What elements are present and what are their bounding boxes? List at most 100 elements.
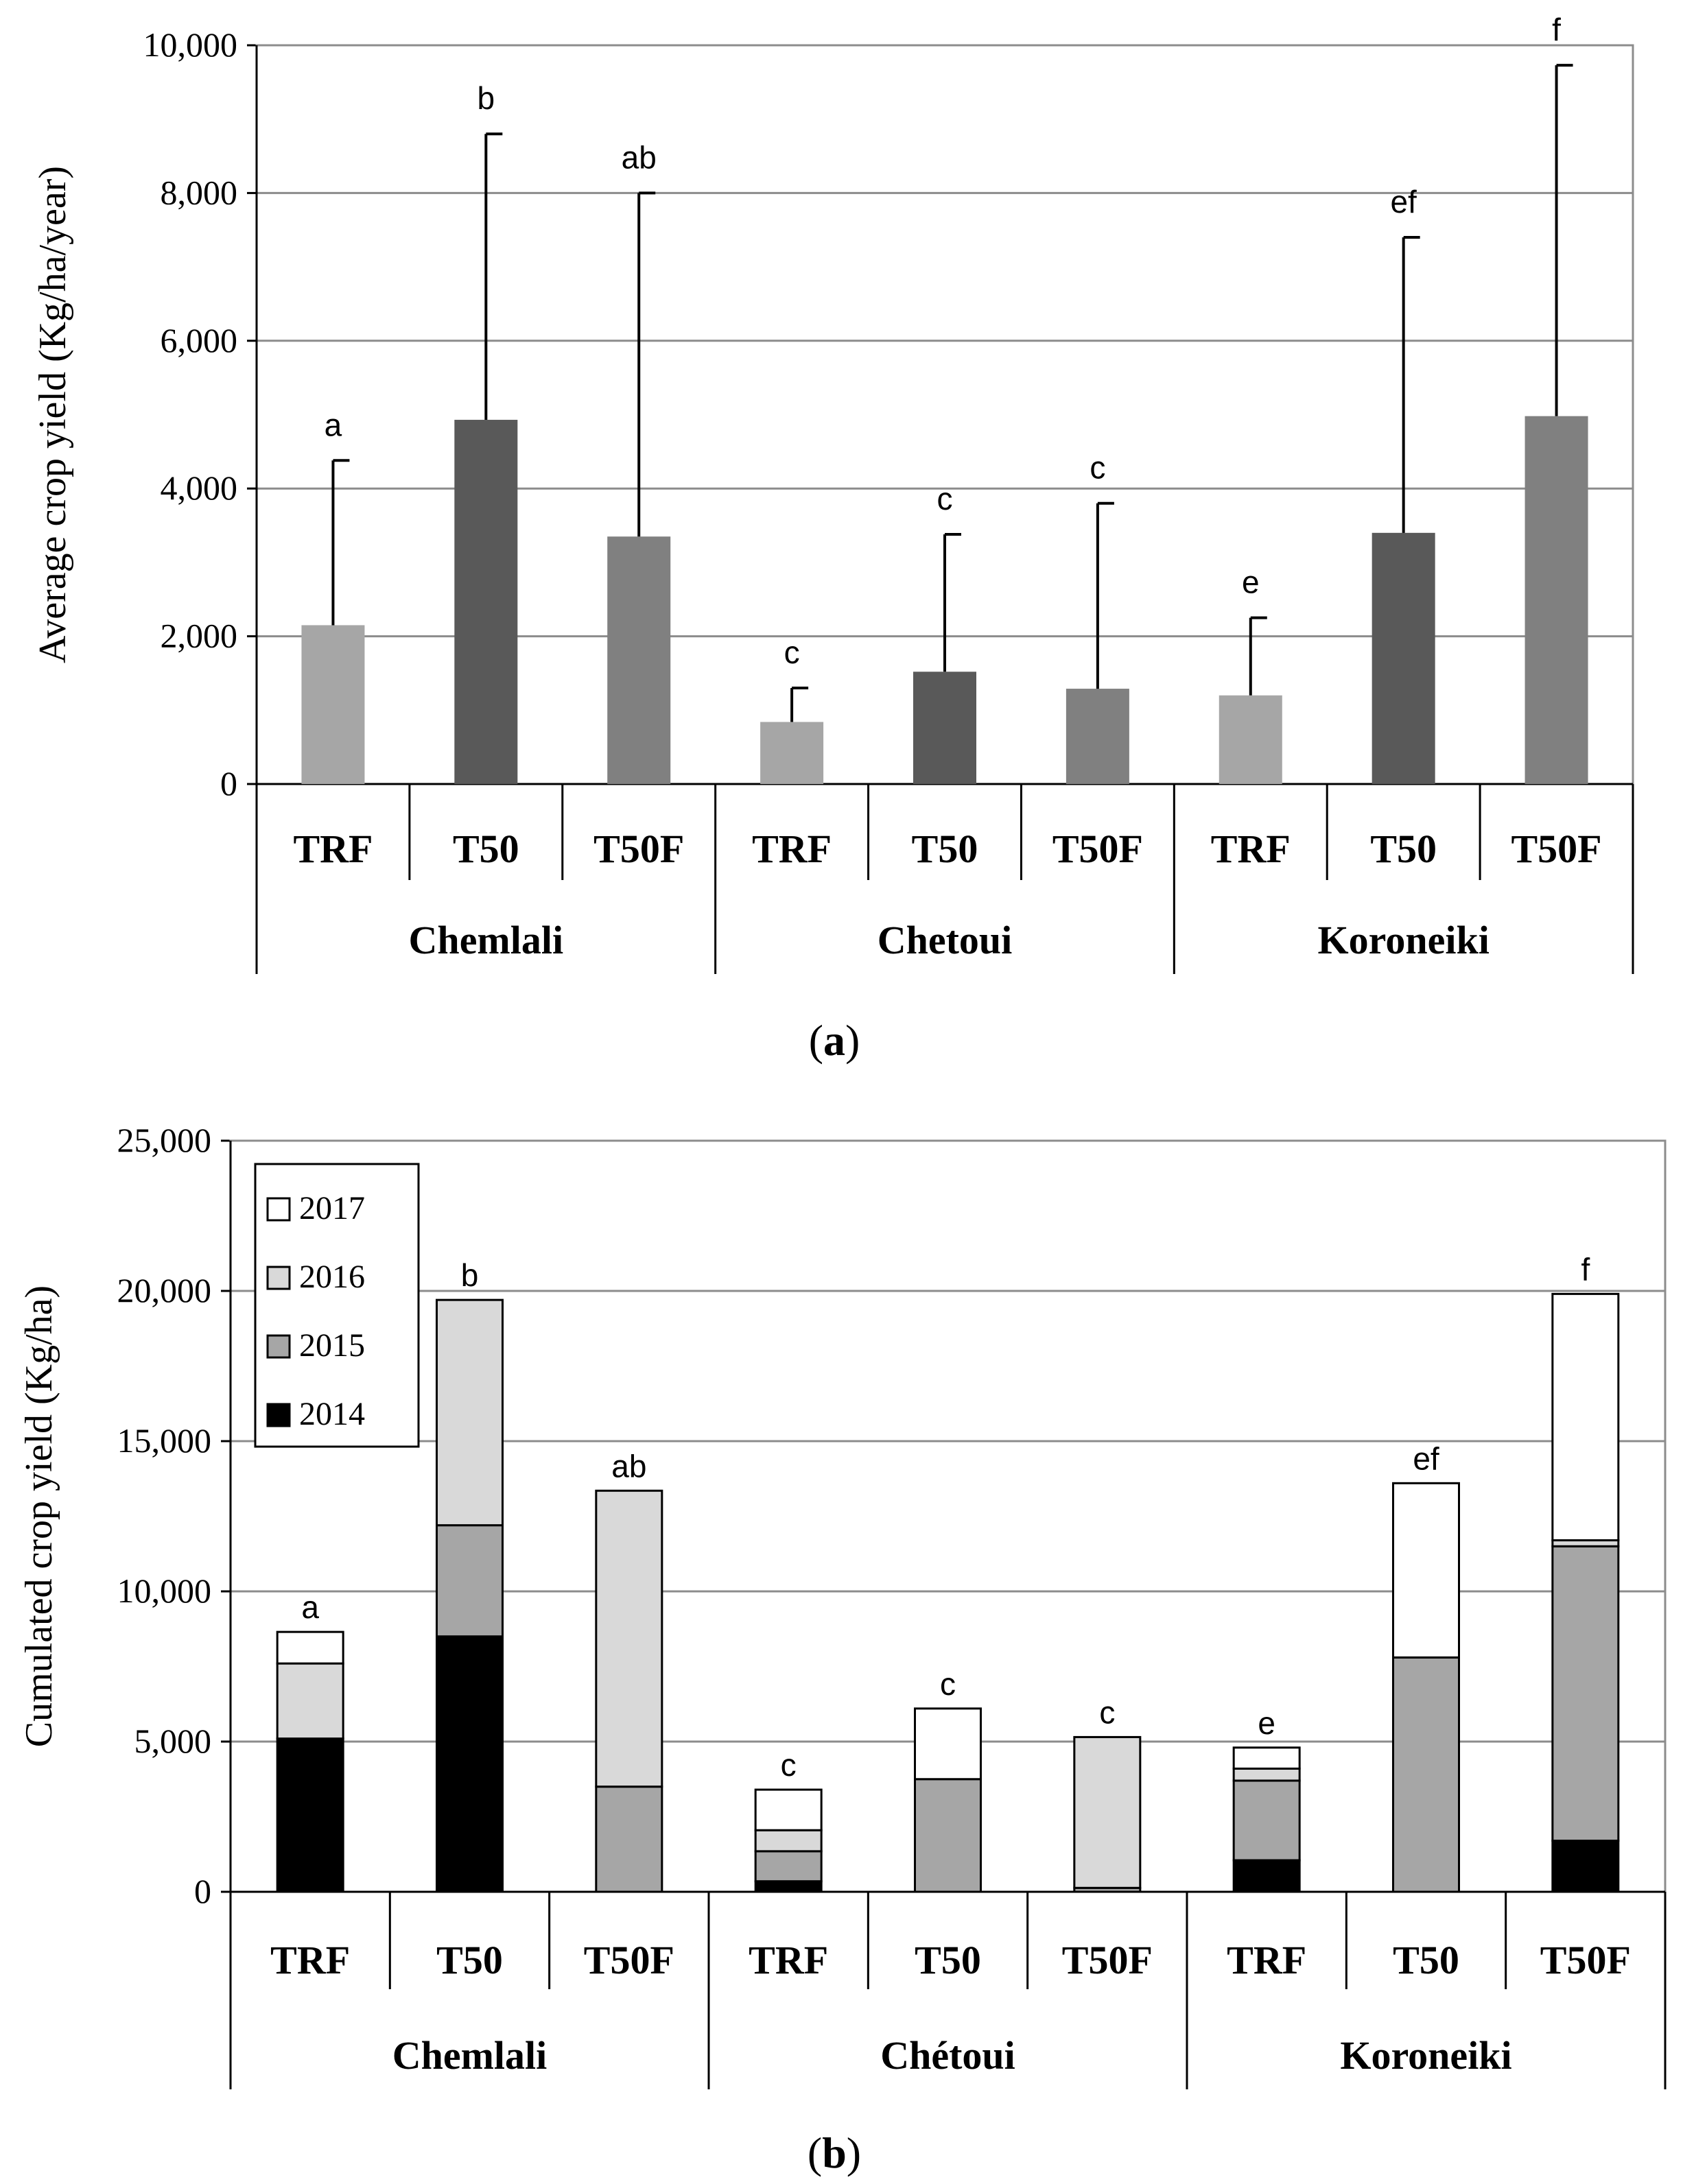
significance-letter: c bbox=[781, 1747, 797, 1783]
significance-letter: c bbox=[937, 481, 953, 517]
significance-letter: b bbox=[478, 80, 495, 116]
bar-segment-2015 bbox=[436, 1524, 504, 1638]
category-label: T50 bbox=[912, 827, 978, 871]
legend-swatch-2017 bbox=[266, 1197, 291, 1222]
significance-letter: f bbox=[1552, 12, 1561, 47]
panel-label-a-letter: a bbox=[823, 1016, 845, 1065]
significance-letter: f bbox=[1581, 1251, 1590, 1287]
chart-average-crop-yield: 0 2,000 4,000 6,000 8,000 10,000 Average crop … bbox=[32, 12, 1634, 974]
bar-segment-2016 bbox=[276, 1662, 344, 1740]
y-tick-label: 8,000 bbox=[161, 173, 238, 211]
bar-segment-2017 bbox=[1551, 1292, 1620, 1542]
significance-letter: c bbox=[1099, 1694, 1115, 1730]
bar-segment-2014 bbox=[754, 1880, 823, 1893]
y-tick-label: 5,000 bbox=[134, 1722, 212, 1760]
legend-swatch-2016 bbox=[266, 1266, 291, 1290]
category-label: T50F bbox=[584, 1938, 674, 1982]
bar-segment-2017 bbox=[276, 1630, 344, 1665]
bar-segment-2016 bbox=[754, 1829, 823, 1853]
bar bbox=[607, 536, 671, 784]
category-label: TRF bbox=[749, 1938, 828, 1982]
bar-segment-2017 bbox=[1232, 1746, 1301, 1770]
significance-letter: ab bbox=[611, 1448, 646, 1484]
legend-swatch-2014 bbox=[266, 1403, 291, 1427]
group-label: Koroneiki bbox=[1340, 2033, 1511, 2078]
category-label: T50F bbox=[1540, 1938, 1631, 1982]
group-label: Chetoui bbox=[878, 918, 1013, 962]
bar-segment-2014 bbox=[1232, 1859, 1301, 1893]
bar-segment-2017 bbox=[914, 1707, 982, 1781]
category-label: TRF bbox=[270, 1938, 350, 1982]
category-label: T50F bbox=[593, 827, 684, 871]
y-tick-label: 2,000 bbox=[161, 617, 238, 655]
bar bbox=[454, 420, 518, 784]
bar-segment-2015 bbox=[914, 1778, 982, 1893]
group-label: Chemlali bbox=[392, 2033, 548, 2078]
category-label: T50 bbox=[453, 827, 519, 871]
significance-letter: b bbox=[461, 1257, 479, 1293]
bar bbox=[1525, 416, 1588, 784]
significance-letter: c bbox=[784, 634, 800, 670]
significance-letter: ef bbox=[1413, 1440, 1439, 1476]
y-tick-label: 6,000 bbox=[161, 321, 238, 359]
category-label: T50 bbox=[1370, 827, 1437, 871]
bar-segment-2015 bbox=[1232, 1779, 1301, 1862]
panel-label-b: (b) bbox=[808, 2128, 861, 2177]
bar-segment-2017 bbox=[1392, 1482, 1460, 1659]
bar bbox=[1372, 532, 1435, 784]
significance-letter: ab bbox=[622, 139, 657, 175]
category-label: TRF bbox=[752, 827, 832, 871]
y-axis-title: Cumulated crop yield (Kg/ha) bbox=[18, 1285, 60, 1747]
bar bbox=[760, 722, 824, 784]
significance-letter: c bbox=[940, 1666, 956, 1702]
significance-letter: a bbox=[325, 407, 342, 442]
category-label: T50F bbox=[1052, 827, 1143, 871]
y-axis-title: Average crop yield (Kg/ha/year) bbox=[32, 166, 74, 663]
category-label: TRF bbox=[1227, 1938, 1306, 1982]
category-label: TRF bbox=[293, 827, 373, 871]
legend-label: 2016 bbox=[299, 1259, 365, 1295]
y-tick-label: 15,000 bbox=[117, 1421, 212, 1460]
category-label: T50 bbox=[436, 1938, 503, 1982]
bar-segment-2014 bbox=[436, 1635, 504, 1893]
bar-segment-2015 bbox=[595, 1785, 663, 1893]
bar-segment-2016 bbox=[1232, 1767, 1301, 1782]
significance-letter: a bbox=[301, 1589, 319, 1625]
group-label: Chemlali bbox=[409, 918, 564, 962]
significance-letter: e bbox=[1242, 565, 1260, 600]
significance-letter: c bbox=[1090, 450, 1105, 486]
y-tick-label: 10,000 bbox=[143, 25, 238, 64]
bar-segment-2015 bbox=[1392, 1656, 1460, 1893]
panel-label-b-letter: b bbox=[822, 2128, 847, 2177]
bar bbox=[1066, 689, 1129, 784]
bar-segment-2015 bbox=[754, 1850, 823, 1883]
group-label: Koroneiki bbox=[1318, 918, 1490, 962]
legend-label: 2017 bbox=[299, 1190, 365, 1226]
category-label: TRF bbox=[1211, 827, 1291, 871]
bar-segment-2015 bbox=[1551, 1545, 1620, 1842]
y-tick-label: 20,000 bbox=[117, 1271, 212, 1309]
bar-segment-2014 bbox=[276, 1737, 344, 1893]
bar bbox=[1219, 695, 1282, 784]
chart-cumulated-crop-yield: 0 5,000 10,000 15,000 20,000 25,000 Cumulated … bbox=[18, 1121, 1667, 2089]
significance-letter: e bbox=[1258, 1705, 1275, 1741]
bar-segment-2014 bbox=[1551, 1840, 1620, 1893]
bar-segment-2017 bbox=[754, 1788, 823, 1831]
bar-segment-2016 bbox=[1073, 1735, 1142, 1889]
bar-segment-2016 bbox=[436, 1298, 504, 1527]
significance-letter: ef bbox=[1390, 184, 1417, 219]
group-label: Chétoui bbox=[880, 2033, 1015, 2078]
legend-label: 2014 bbox=[299, 1396, 365, 1432]
bar-segment-2016 bbox=[595, 1489, 663, 1788]
bar bbox=[913, 672, 976, 784]
category-label: T50F bbox=[1511, 827, 1601, 871]
category-label: T50F bbox=[1062, 1938, 1153, 1982]
y-tick-label: 0 bbox=[220, 764, 237, 803]
bar bbox=[301, 625, 365, 784]
y-tick-label: 0 bbox=[194, 1872, 211, 1910]
category-label: T50 bbox=[915, 1938, 981, 1982]
y-tick-label: 10,000 bbox=[117, 1571, 212, 1610]
legend-swatch-2015 bbox=[266, 1334, 291, 1359]
legend-label: 2015 bbox=[299, 1327, 365, 1364]
